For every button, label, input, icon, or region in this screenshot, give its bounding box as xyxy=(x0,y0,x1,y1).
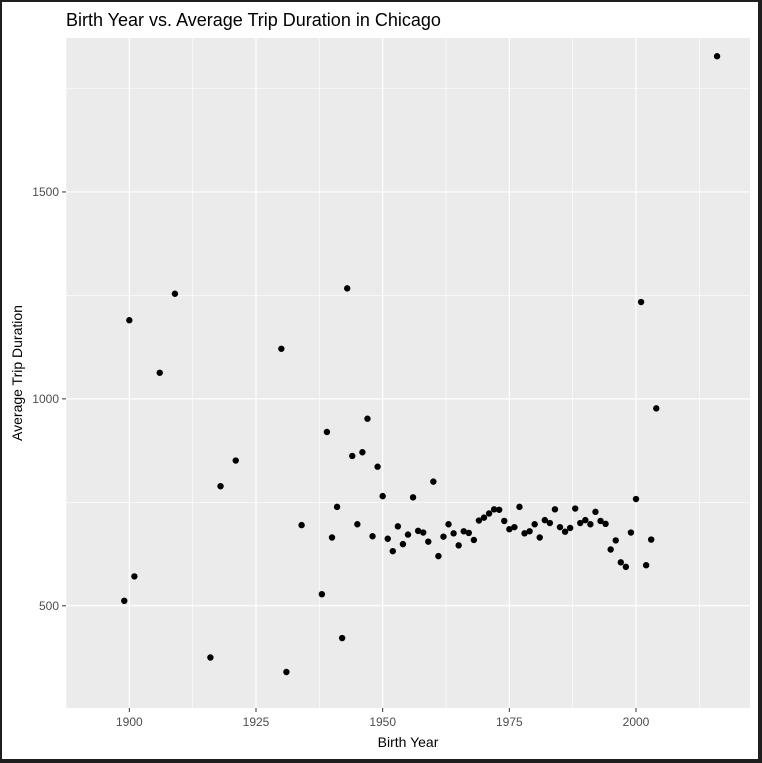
x-tick-label: 1950 xyxy=(369,715,396,729)
y-axis-ticks: 500 1000 1500 xyxy=(32,185,66,613)
data-point xyxy=(480,514,488,521)
data-point xyxy=(632,495,640,503)
data-point xyxy=(217,482,224,490)
data-point xyxy=(384,535,391,542)
minor-gridlines xyxy=(65,38,750,708)
data-point xyxy=(131,573,138,580)
data-point xyxy=(637,298,645,306)
data-point xyxy=(490,506,498,513)
data-point xyxy=(485,510,493,517)
data-point xyxy=(404,531,412,538)
data-point xyxy=(364,415,371,422)
data-point xyxy=(430,478,437,485)
data-point xyxy=(369,533,376,540)
data-point xyxy=(207,654,214,661)
data-point xyxy=(414,527,422,535)
data-point xyxy=(496,506,503,513)
x-tick-label: 1900 xyxy=(116,715,143,729)
data-point xyxy=(359,449,366,456)
data-point xyxy=(556,523,564,531)
data-point xyxy=(531,521,538,528)
data-points xyxy=(121,53,721,676)
y-tick-label: 1500 xyxy=(32,185,59,199)
data-point xyxy=(298,521,305,529)
data-point xyxy=(425,538,432,545)
data-point xyxy=(536,534,543,541)
data-point xyxy=(612,537,619,544)
data-point xyxy=(561,528,569,535)
data-point xyxy=(541,516,548,524)
data-point xyxy=(379,492,386,500)
data-point xyxy=(566,524,574,532)
data-point xyxy=(156,369,163,376)
major-gridlines xyxy=(66,38,750,708)
data-point xyxy=(572,505,579,512)
data-point xyxy=(283,668,290,676)
x-tick-label: 1925 xyxy=(243,715,270,729)
x-tick-label: 1975 xyxy=(496,715,523,729)
data-point xyxy=(389,547,396,555)
data-point xyxy=(344,285,351,292)
data-point xyxy=(455,542,462,549)
y-tick-label: 500 xyxy=(39,599,59,613)
data-point xyxy=(551,506,559,513)
data-point xyxy=(546,519,554,527)
data-point xyxy=(374,463,381,470)
data-point xyxy=(587,521,594,528)
data-point xyxy=(338,634,346,642)
x-axis-title: Birth Year xyxy=(378,734,439,750)
data-point xyxy=(318,590,326,598)
data-point xyxy=(526,528,533,535)
data-point xyxy=(653,405,660,412)
data-point xyxy=(126,317,133,324)
data-point xyxy=(617,559,624,566)
data-point xyxy=(394,523,402,530)
data-point xyxy=(333,503,341,511)
data-point xyxy=(354,521,361,528)
data-point xyxy=(232,457,239,464)
data-point xyxy=(713,53,721,60)
data-point xyxy=(121,597,128,605)
data-point xyxy=(409,494,417,501)
data-point xyxy=(475,517,483,524)
data-point xyxy=(597,517,604,525)
data-point xyxy=(577,519,584,527)
data-point xyxy=(171,290,179,297)
data-point xyxy=(506,526,513,533)
data-point xyxy=(511,523,518,531)
data-point xyxy=(460,528,467,535)
data-point xyxy=(450,530,457,537)
y-axis-title: Average Trip Duration xyxy=(9,305,25,441)
data-point xyxy=(470,536,478,544)
data-point xyxy=(278,345,285,352)
data-point xyxy=(445,521,452,528)
data-point xyxy=(516,503,523,511)
data-point xyxy=(642,562,650,569)
data-point xyxy=(607,546,614,553)
data-point xyxy=(399,540,407,548)
data-point xyxy=(349,452,356,460)
data-point xyxy=(323,428,331,436)
data-point xyxy=(592,508,599,516)
data-point xyxy=(582,516,589,524)
data-point xyxy=(420,529,427,536)
x-axis-ticks: 1900 1925 1950 1975 2000 xyxy=(116,708,650,729)
x-tick-label: 2000 xyxy=(623,715,650,729)
y-tick-label: 1000 xyxy=(32,392,59,406)
plot-panel xyxy=(66,38,750,708)
chart-title: Birth Year vs. Average Trip Duration in … xyxy=(66,10,441,30)
data-point xyxy=(627,529,635,536)
data-point xyxy=(501,517,508,525)
data-point xyxy=(435,552,442,560)
data-point xyxy=(648,536,655,543)
data-point xyxy=(440,533,447,540)
data-point xyxy=(521,530,528,537)
data-point xyxy=(602,520,609,528)
data-point xyxy=(328,534,336,541)
data-point xyxy=(622,563,630,571)
data-point xyxy=(465,529,472,537)
